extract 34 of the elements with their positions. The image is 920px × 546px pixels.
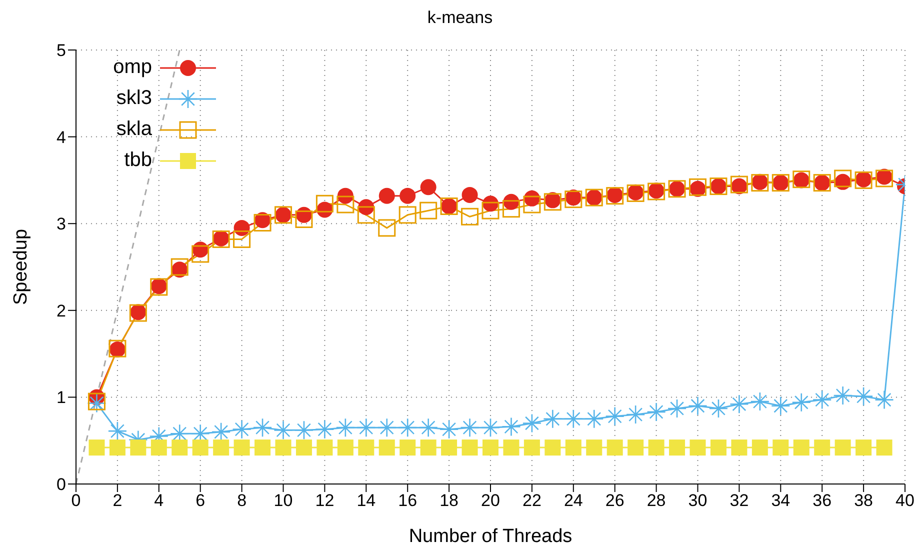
y-tick-label: 0 [56, 475, 66, 494]
y-tick-label: 3 [56, 214, 66, 234]
x-tick-label: 32 [730, 491, 749, 510]
x-tick-label: 6 [196, 491, 206, 510]
x-tick-label: 22 [522, 491, 542, 510]
y-tick-label: 5 [56, 41, 66, 60]
x-tick-label: 30 [688, 491, 708, 510]
x-tick-label: 36 [812, 491, 832, 510]
x-tick-label: 38 [854, 491, 874, 510]
legend-label: skla [115, 118, 152, 141]
x-tick-label: 28 [646, 491, 666, 510]
y-tick-label: 2 [56, 301, 66, 320]
legend-label: tbb [123, 149, 152, 172]
x-tick-label: 20 [481, 491, 500, 510]
legend-label: skl3 [115, 87, 152, 110]
x-tick-label: 40 [896, 491, 914, 510]
x-tick-label: 10 [274, 491, 293, 510]
x-tick-label: 12 [315, 491, 334, 510]
x-tick-label: 16 [398, 491, 418, 510]
x-axis-title: Number of Threads [408, 526, 572, 546]
x-tick-label: 8 [237, 491, 247, 510]
chart-title: k-means [426, 8, 494, 28]
x-tick-label: 34 [771, 491, 790, 510]
y-axis-title: Speedup [10, 228, 32, 306]
x-tick-label: 24 [564, 491, 583, 510]
x-tick-label: 4 [154, 491, 164, 510]
legend-label: omp [112, 56, 152, 79]
x-tick-label: 0 [71, 491, 81, 510]
y-tick-label: 4 [56, 128, 66, 147]
y-tick-label: 1 [56, 388, 66, 408]
x-tick-label: 14 [356, 491, 376, 510]
x-tick-label: 26 [605, 491, 624, 510]
x-tick-label: 18 [440, 491, 459, 510]
x-tick-label: 2 [112, 491, 122, 510]
